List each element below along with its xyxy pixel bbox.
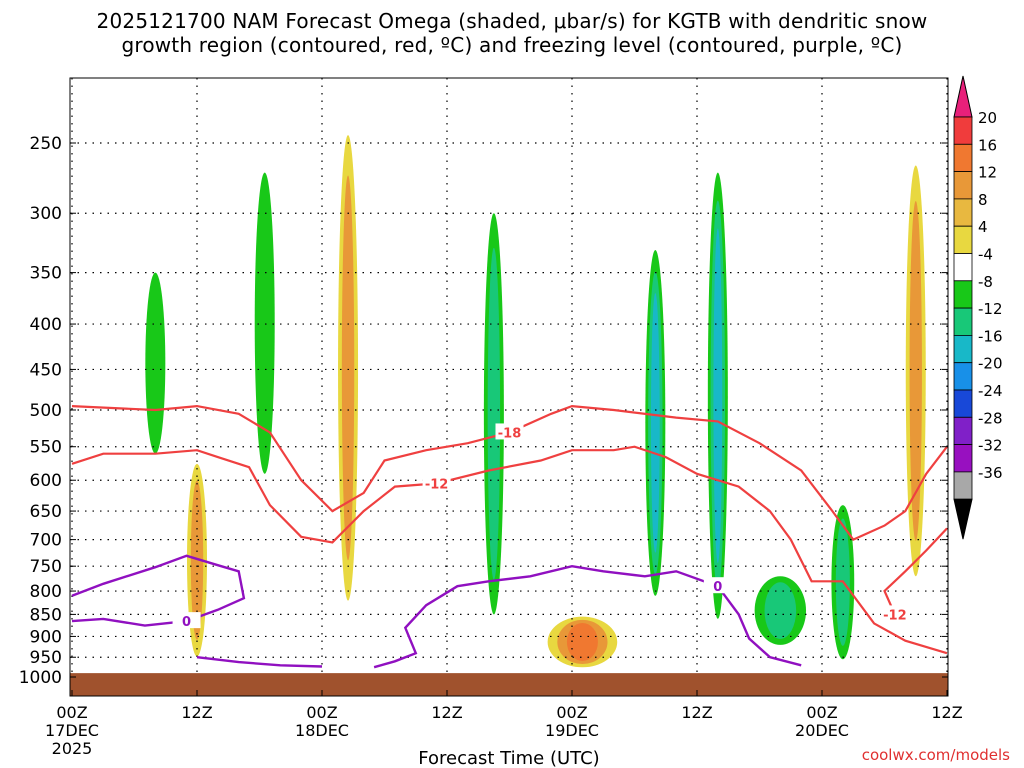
colorbar-label-0: 20	[978, 109, 997, 127]
x-tick-label-48-1: 00Z	[556, 703, 587, 722]
purple-contour-2-label-bg	[703, 577, 732, 594]
red-contour-1	[71, 445, 948, 655]
colorbar-swatch-8	[953, 307, 973, 336]
y-tick-label-250: 250	[30, 134, 62, 154]
y-tick-label-300: 300	[30, 204, 62, 224]
y-tick-label-650: 650	[30, 502, 62, 522]
y-tick-label-550: 550	[30, 438, 62, 458]
colorbar-top-arrow	[953, 75, 973, 118]
colorbar-swatch-9	[953, 334, 973, 364]
omega-area-9-level-1	[764, 582, 797, 639]
y-tick-label-800: 800	[30, 582, 62, 602]
colorbar-swatch-11	[953, 389, 973, 418]
red-contour-0-label-bg	[495, 423, 524, 440]
ground-layer	[70, 673, 948, 696]
y-tick-label-450: 450	[30, 360, 62, 380]
colorbar-swatch-3	[953, 171, 973, 200]
colorbar-label-6: -8	[978, 273, 993, 291]
y-tick-label-950: 950	[30, 648, 62, 668]
y-tick-label-500: 500	[30, 401, 62, 421]
colorbar-swatch-7	[953, 280, 973, 309]
red-contour-2	[883, 527, 948, 615]
x-tick-label-12-1: 12Z	[181, 703, 212, 722]
colorbar-label-13: -36	[978, 464, 1003, 482]
red-contour-0-label: -18	[498, 426, 522, 441]
y-tick-label-850: 850	[30, 605, 62, 625]
colorbar-swatch-1	[953, 116, 973, 145]
colorbar-swatch-14	[953, 471, 973, 500]
x-tick-label-24-1: 00Z	[306, 703, 337, 722]
purple-contour-1	[196, 656, 323, 668]
colorbar-swatch-12	[953, 416, 973, 445]
y-tick-label-900: 900	[30, 627, 62, 647]
purple-contour-2-label: 0	[713, 580, 722, 595]
y-tick-label-750: 750	[30, 557, 62, 577]
colorbar-label-8: -16	[978, 327, 1003, 345]
y-axis: 2503003504004505005506006507007508008509…	[19, 134, 948, 688]
colorbar-label-5: -4	[978, 246, 993, 264]
colorbar-swatch-5	[953, 225, 973, 254]
colorbar-swatch-2	[953, 143, 973, 173]
chart-title-line-1: 2025121700 NAM Forecast Omega (shaded, μ…	[96, 9, 928, 33]
y-tick-label-350: 350	[30, 264, 62, 284]
plot-frame	[69, 77, 949, 697]
red-contour-1-label: -12	[425, 477, 449, 492]
colorbar: 20 16 12 8 4 -4 -8 -12 -16 -20 -24 -28 -32 -36	[953, 75, 1003, 540]
omega-area-2-level-2	[566, 622, 598, 661]
y-tick-label-1000: 1000	[19, 668, 62, 688]
x-tick-label-0-1: 00Z	[56, 703, 87, 722]
chart-title-line-2: growth region (contoured, red, ºC) and f…	[121, 33, 903, 57]
x-axis-label: Forecast Time (UTC)	[418, 748, 599, 768]
colorbar-label-12: -32	[978, 437, 1003, 455]
y-tick-label-700: 700	[30, 531, 62, 551]
x-tick-label-84-1: 12Z	[931, 703, 962, 722]
colorbar-bottom-arrow	[953, 498, 973, 540]
omega-area-5-level-0	[254, 172, 275, 474]
colorbar-label-4: 4	[978, 218, 988, 236]
colorbar-label-10: -24	[978, 382, 1003, 400]
x-tick-label-0-3: 2025	[52, 739, 93, 758]
omega-area-3-level-1	[909, 200, 922, 541]
source-credit: coolwx.com/models	[861, 746, 1010, 764]
colorbar-label-11: -28	[978, 409, 1003, 427]
colorbar-swatch-4	[953, 198, 973, 227]
x-tick-label-24-2: 18DEC	[295, 721, 349, 740]
colorbar-swatch-13	[953, 444, 973, 473]
x-tick-label-48-2: 19DEC	[545, 721, 599, 740]
omega-area-8-level-2	[713, 228, 723, 564]
omega-area-7-level-2	[650, 293, 660, 553]
red-contour-0	[71, 404, 948, 541]
purple-contour-0-label-bg	[172, 612, 201, 629]
colorbar-swatch-6	[953, 253, 973, 282]
x-tick-label-72-1: 00Z	[806, 703, 837, 722]
colorbar-label-7: -12	[978, 300, 1003, 318]
red-contour-2-label: -12	[883, 608, 907, 623]
x-tick-label-72-2: 20DEC	[795, 721, 849, 740]
omega-shading	[145, 135, 926, 668]
x-tick-label-36-1: 12Z	[431, 703, 462, 722]
colorbar-label-2: 12	[978, 164, 997, 182]
purple-contour-0-label: 0	[182, 615, 191, 630]
red-contour-1-label-bg	[422, 474, 451, 491]
omega-area-0-level-1	[341, 175, 355, 561]
colorbar-label-9: -20	[978, 355, 1003, 373]
purple-contour-2	[373, 564, 802, 669]
purple-contour-0	[71, 554, 246, 627]
y-tick-label-400: 400	[30, 315, 62, 335]
colorbar-swatch-10	[953, 362, 973, 391]
colorbar-label-1: 16	[978, 136, 997, 154]
grid-lines	[70, 78, 948, 696]
contour-layer: -18 -12 -12 0 0	[71, 404, 948, 669]
x-tick-label-0-2: 17DEC	[45, 721, 99, 740]
ground-band	[70, 673, 948, 696]
colorbar-label-3: 8	[978, 191, 988, 209]
omega-area-4-level-0	[145, 272, 166, 454]
red-contour-2-label-bg	[880, 605, 909, 622]
x-tick-label-60-1: 12Z	[681, 703, 712, 722]
y-tick-label-600: 600	[30, 471, 62, 491]
omega-area-6-level-1	[487, 247, 501, 580]
